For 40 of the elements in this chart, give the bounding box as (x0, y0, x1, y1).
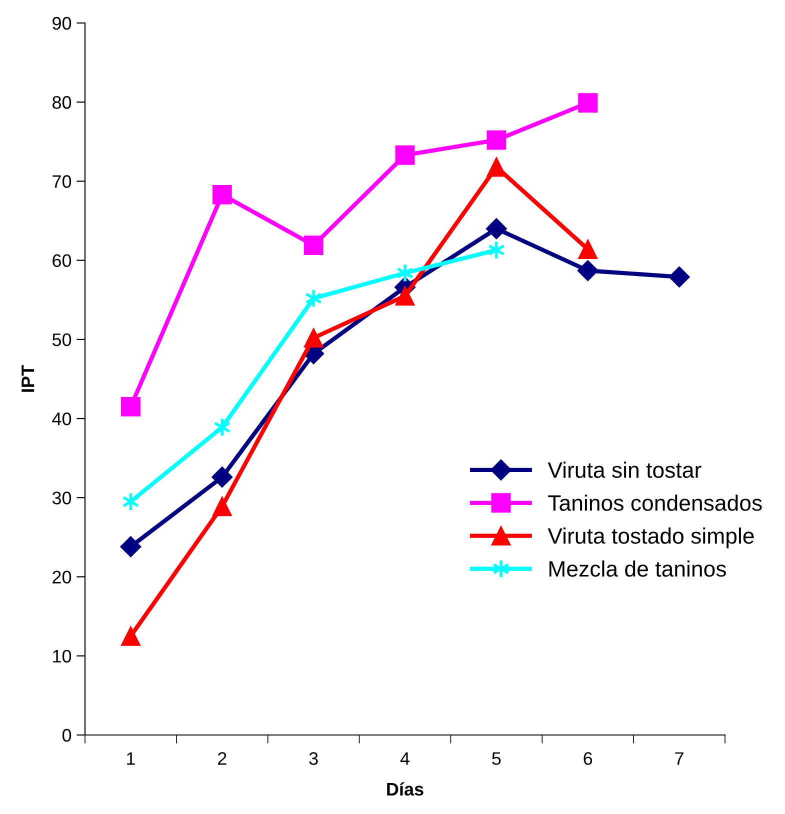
y-tick-label: 70 (52, 175, 72, 188)
x-tick-label: 4 (400, 752, 410, 765)
y-tick-label: 30 (52, 492, 72, 504)
point (304, 328, 324, 348)
x-tick-label: 5 (492, 752, 501, 765)
y-tick-label: 20 (52, 570, 72, 584)
point (486, 218, 507, 240)
point (486, 157, 506, 177)
point (668, 266, 690, 288)
legend-label: Mezcla de taninos (549, 560, 726, 577)
point (395, 286, 415, 306)
y-tick-label: 60 (52, 254, 72, 268)
point (578, 240, 598, 259)
point (212, 496, 232, 516)
x-tick-label: 3 (309, 752, 318, 765)
point (577, 260, 598, 282)
legend-label: Viruta sin tostar (548, 462, 702, 478)
x-tick-label: 1 (127, 752, 135, 765)
y-tick-label: 80 (52, 96, 72, 109)
x-tick-label: 7 (675, 752, 684, 765)
x-axis-title: Días (387, 782, 424, 796)
y-tick-label: 90 (52, 16, 72, 30)
point (120, 396, 140, 416)
y-axis-title: IPT (22, 365, 34, 392)
point (212, 466, 233, 488)
legend-label: Viruta tostado simple (548, 528, 754, 548)
point (120, 536, 142, 558)
point (395, 145, 415, 165)
legend-label: Taninos condensados (548, 494, 762, 511)
y-tick-label: 0 (62, 728, 72, 742)
y-tick-label: 10 (53, 650, 72, 663)
y-tick-label: 40 (52, 412, 72, 426)
x-tick-label: 2 (218, 752, 226, 765)
point (120, 626, 140, 646)
x-tick-label: 6 (584, 752, 592, 765)
y-tick-label: 50 (52, 333, 72, 346)
point (486, 130, 506, 150)
point (212, 184, 232, 204)
point (304, 236, 324, 256)
point (578, 93, 598, 113)
